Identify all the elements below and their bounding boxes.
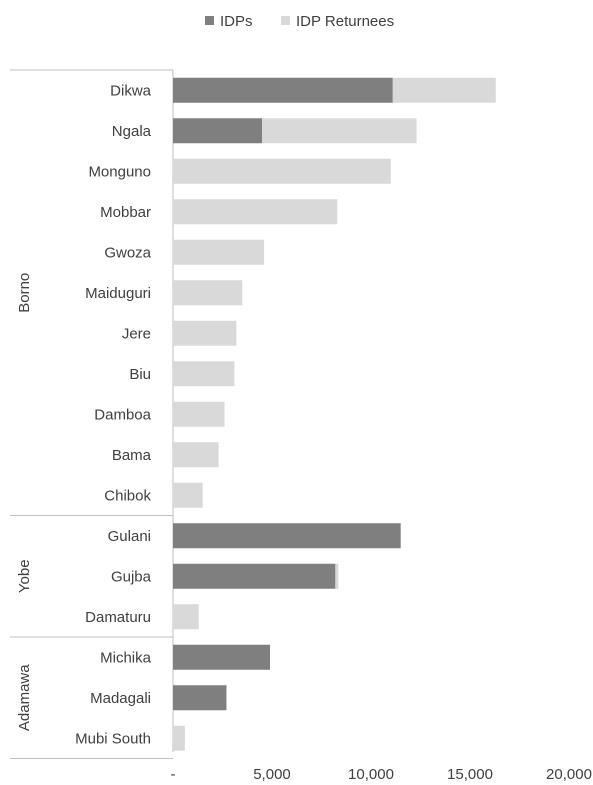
bar-maiduguri-idp-returnees	[173, 280, 243, 306]
category-label-jere: Jere	[122, 325, 151, 342]
category-label-michika: Michika	[100, 649, 152, 666]
bar-bama-idp-returnees	[173, 442, 219, 468]
legend-label-idp-returnees: IDP Returnees	[296, 13, 394, 30]
x-tick-label-4: 20,000	[546, 766, 592, 783]
bar-monguno-idp-returnees	[173, 158, 391, 184]
bar-ngala-idp-returnees	[262, 118, 417, 144]
bar-gulani-idps	[173, 523, 401, 549]
bar-michika-idps	[173, 644, 271, 670]
category-label-gwoza: Gwoza	[104, 244, 151, 261]
bar-jere-idp-returnees	[173, 320, 237, 346]
category-label-mobbar: Mobbar	[100, 204, 151, 221]
category-labels: Dikwa Ngala Monguno Mobbar Gwoza Maiduguri Jer…	[75, 82, 152, 747]
bar-biu-idp-returnees	[173, 361, 235, 387]
bar-damaturu-idp-returnees	[173, 604, 199, 630]
bar-mobbar-idp-returnees	[173, 199, 338, 225]
bar-dikwa-idps	[173, 77, 393, 103]
category-label-damaturu: Damaturu	[85, 609, 151, 626]
legend-swatch-idp-returnees	[281, 16, 290, 25]
legend-swatch-idps	[205, 16, 214, 25]
bar-ngala-idps	[173, 118, 263, 144]
category-label-chibok: Chibok	[104, 487, 151, 504]
category-label-bama: Bama	[112, 447, 152, 464]
legend-label-idps: IDPs	[220, 13, 253, 30]
bar-gujba-idps	[173, 563, 336, 589]
legend: IDPs IDP Returnees	[205, 13, 394, 30]
x-tick-label-1: 5,000	[253, 766, 291, 783]
category-label-biu: Biu	[129, 366, 151, 383]
bar-dikwa-idp-returnees	[392, 77, 496, 103]
category-label-maiduguri: Maiduguri	[85, 285, 151, 302]
x-tick-label-3: 15,000	[447, 766, 493, 783]
category-label-mubi-south: Mubi South	[75, 730, 151, 747]
group-label-adamawa: Adamawa	[16, 664, 33, 731]
category-label-gulani: Gulani	[108, 528, 151, 545]
bar-madagali-idps	[173, 685, 227, 711]
category-label-ngala: Ngala	[112, 123, 152, 140]
bar-mubi-south-idp-returnees	[173, 725, 185, 751]
group-label-borno: Borno	[16, 273, 33, 313]
category-label-gujba: Gujba	[111, 568, 152, 585]
category-label-madagali: Madagali	[90, 690, 151, 707]
category-label-monguno: Monguno	[88, 163, 151, 180]
group-labels: Borno Yobe Adamawa	[16, 273, 33, 731]
x-tick-label-0: -	[171, 766, 176, 783]
bar-gujba-idp-returnees	[335, 563, 339, 589]
bar-gwoza-idp-returnees	[173, 239, 265, 265]
x-axis-ticks: - 5,000 10,000 15,000 20,000	[171, 766, 592, 783]
group-label-yobe: Yobe	[16, 559, 33, 593]
bar-chibok-idp-returnees	[173, 482, 203, 508]
category-label-dikwa: Dikwa	[110, 82, 151, 99]
bar-damboa-idp-returnees	[173, 401, 225, 427]
bars	[173, 77, 496, 751]
category-label-damboa: Damboa	[94, 406, 151, 423]
x-tick-label-2: 10,000	[348, 766, 394, 783]
